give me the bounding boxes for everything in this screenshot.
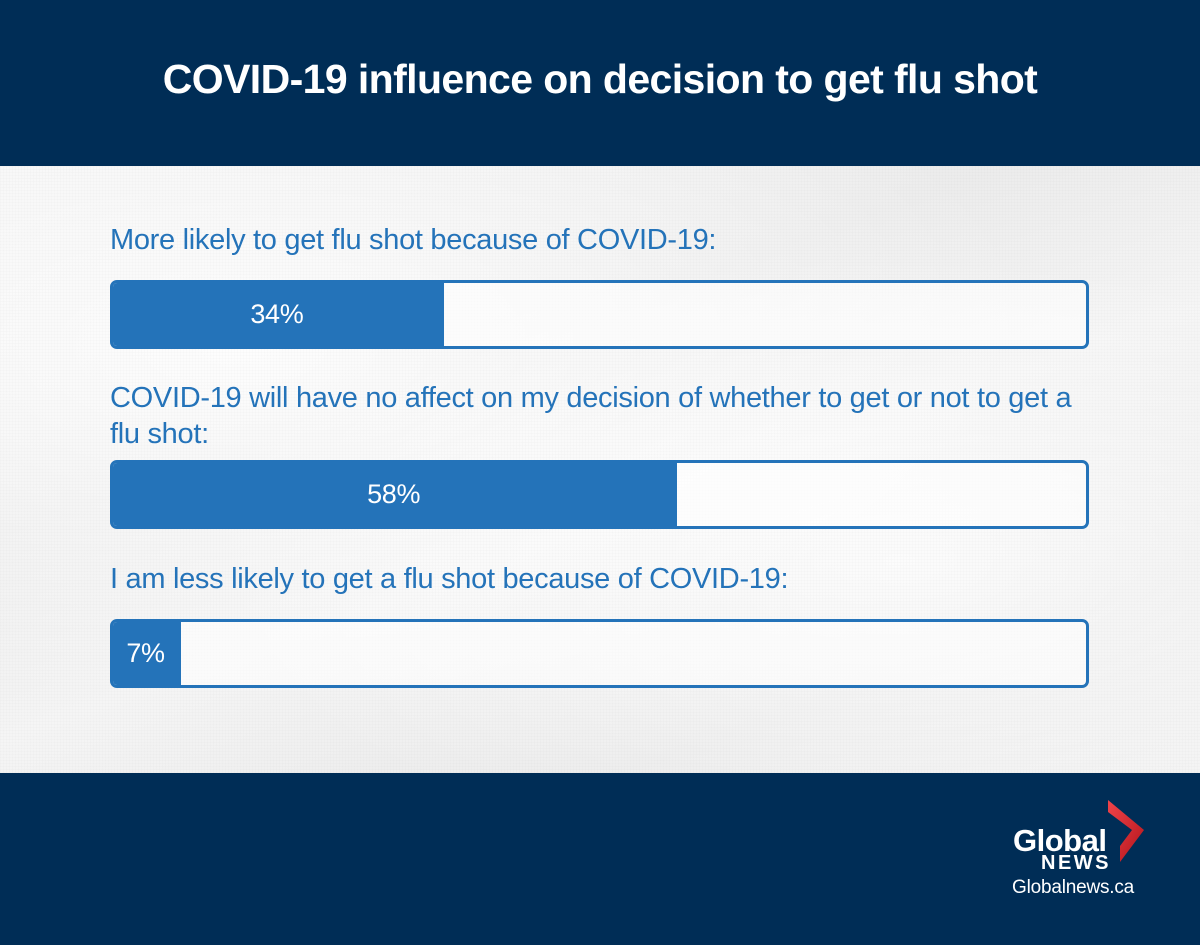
bar-track-no-affect: 58% — [110, 460, 1089, 529]
logo-subtitle: NEWS — [1041, 852, 1111, 874]
bar-value-less-likely: 7% — [126, 638, 165, 668]
bar-fill-no-affect: 58% — [113, 463, 678, 526]
global-news-logo: Global NEWS Globalnews.ca — [1010, 800, 1160, 910]
chevron-right-icon — [1108, 800, 1144, 862]
bar-value-no-affect: 58% — [367, 479, 421, 509]
bar-fill-more-likely: 34% — [113, 283, 444, 346]
bar-value-more-likely: 34% — [250, 299, 304, 329]
question-label-less-likely: I am less likely to get a flu shot becau… — [110, 563, 789, 595]
question-label-no-affect: COVID-19 will have no affect on my decis… — [110, 382, 1072, 450]
logo-wordmark: Global — [1013, 823, 1107, 858]
bar-track-more-likely: 34% — [110, 280, 1089, 349]
footer-band — [0, 773, 1200, 945]
logo-url: Globalnews.ca — [1012, 877, 1135, 898]
header-band: COVID-19 influence on decision to get fl… — [0, 0, 1200, 166]
bar-fill-less-likely: 7% — [113, 622, 182, 685]
bar-track-less-likely: 7% — [110, 619, 1089, 688]
question-label-more-likely: More likely to get flu shot because of C… — [110, 224, 717, 256]
chart-title: COVID-19 influence on decision to get fl… — [162, 55, 1038, 102]
